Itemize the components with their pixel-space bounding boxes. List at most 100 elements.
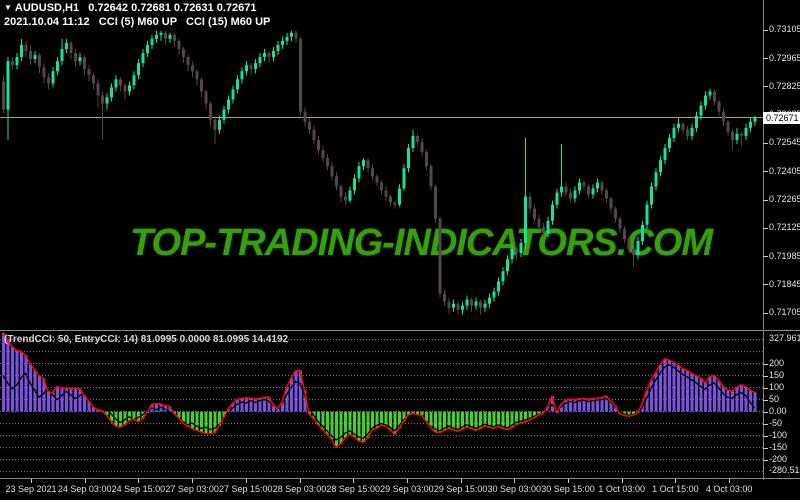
- cci-bar: [213, 411, 217, 433]
- cci-bar: [276, 408, 280, 412]
- cci-bar: [186, 411, 190, 426]
- indicator-tick-label: 0.00: [769, 406, 787, 417]
- cci-bar: [708, 376, 712, 412]
- cci-bar: [461, 411, 464, 430]
- cci-bar: [6, 339, 10, 412]
- candle-body: [92, 75, 95, 84]
- cci-bar: [87, 400, 91, 412]
- candle-body: [609, 198, 613, 209]
- candle-body: [582, 182, 586, 187]
- candle-body: [290, 32, 293, 37]
- cci-bar: [551, 396, 554, 412]
- cci-bar: [393, 411, 397, 435]
- candle-body: [209, 103, 212, 120]
- candle-body: [65, 42, 68, 49]
- cci-bar: [263, 397, 266, 412]
- candle-body: [24, 44, 28, 51]
- candle-body: [483, 303, 487, 308]
- candle-body: [708, 91, 712, 96]
- cci-bar: [560, 404, 563, 412]
- cci-bar: [168, 406, 172, 412]
- time-tick-mark: [192, 479, 194, 483]
- cci-bar: [699, 378, 703, 412]
- candle-body: [443, 293, 446, 302]
- cci-bar: [528, 411, 532, 420]
- time-tick-mark: [353, 479, 355, 483]
- cci-bar: [515, 411, 518, 425]
- indicator-label: (TrendCCI: 50, EntryCCI: 14) 81.0995 0.0…: [4, 334, 288, 345]
- cci-bar: [371, 411, 374, 431]
- candle-body: [236, 79, 239, 90]
- cci-bar: [573, 399, 577, 412]
- cci-bar: [483, 411, 487, 426]
- candle-body: [393, 202, 397, 205]
- candle-body: [357, 166, 361, 179]
- cci-bar: [123, 411, 127, 425]
- candle-body: [213, 119, 217, 130]
- candle-body: [240, 71, 244, 80]
- cci-bar: [380, 411, 383, 426]
- candle-body: [114, 79, 118, 88]
- candle-body: [470, 299, 473, 306]
- axis-tick-mark: [763, 58, 768, 60]
- cci-bar: [65, 388, 68, 412]
- cci-indicator-panel[interactable]: [0, 332, 763, 473]
- candle-body: [465, 299, 469, 306]
- cci-bar: [96, 409, 100, 412]
- candle-body: [411, 135, 415, 149]
- axis-tick-mark: [763, 459, 768, 461]
- cci-bar: [591, 398, 595, 412]
- time-tick-mark: [299, 479, 301, 483]
- candle-body: [375, 176, 379, 183]
- cci-bar: [348, 411, 352, 435]
- candle-body: [119, 79, 122, 86]
- panel-divider[interactable]: [0, 330, 800, 331]
- cci-bar: [690, 373, 694, 412]
- time-tick-label: 24 Sep 03:00: [57, 484, 112, 494]
- candle-body: [303, 111, 307, 122]
- indicator-tick-label: 150: [769, 370, 785, 381]
- cci-bar: [474, 411, 478, 431]
- time-tick-label: 4 Oct 03:00: [705, 484, 753, 494]
- time-tick-label: 29 Sep 03:00: [380, 484, 434, 494]
- candle-body: [204, 91, 208, 104]
- cci-bar: [537, 411, 541, 416]
- candle-body: [690, 127, 694, 136]
- candle-body: [20, 44, 23, 58]
- candle-body: [308, 121, 311, 130]
- axis-tick-mark: [763, 363, 768, 365]
- indicator-tick-label: 50: [769, 394, 780, 405]
- cci-bar: [335, 411, 338, 448]
- candle-body: [159, 32, 163, 35]
- cci-bar: [227, 409, 230, 412]
- cci-bar: [456, 411, 460, 432]
- candle-body: [672, 127, 676, 138]
- cci-bar: [479, 411, 482, 429]
- candle-body: [452, 303, 455, 308]
- cci-bar: [605, 396, 608, 412]
- time-tick-label: 24 Sep 15:00: [111, 484, 166, 494]
- cci-bar: [110, 411, 113, 422]
- candle-body: [110, 87, 113, 98]
- cci-bar: [182, 411, 185, 424]
- time-tick-label: 29 Sep 15:00: [433, 484, 488, 494]
- candle-body: [573, 190, 577, 199]
- cci-bar: [438, 411, 442, 433]
- time-axis-divider: [0, 478, 800, 479]
- candle-body: [353, 178, 356, 191]
- chart-dropdown-icon[interactable]: ▼: [4, 3, 12, 12]
- candle-body: [272, 50, 275, 58]
- candlestick-chart[interactable]: [0, 30, 763, 315]
- cci-bar: [155, 403, 158, 412]
- cci-bar: [402, 411, 406, 422]
- axis-tick-mark: [763, 227, 768, 229]
- indicator-max-label: 327.9616: [769, 333, 800, 343]
- cci-bar: [236, 399, 239, 412]
- cci-bar: [191, 411, 194, 429]
- candle-body: [191, 65, 194, 72]
- cci-bar: [218, 411, 221, 426]
- candle-body: [321, 150, 325, 159]
- candle-body: [285, 36, 289, 41]
- time-tick-label: 28 Sep 15:00: [326, 484, 380, 494]
